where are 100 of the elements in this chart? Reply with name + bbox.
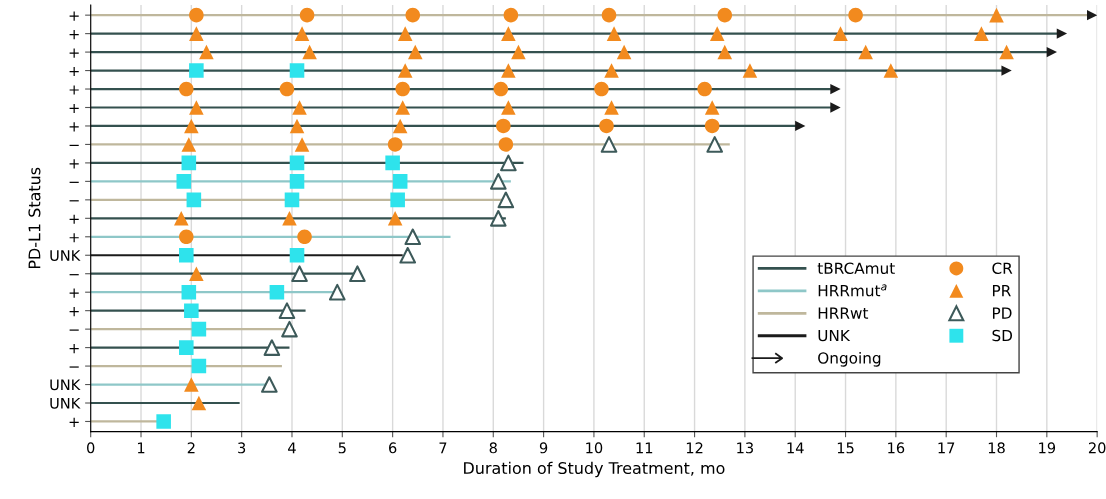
point — [349, 265, 366, 283]
y-tick-label: + — [69, 417, 79, 428]
point — [261, 376, 278, 393]
y-tick-label: − — [69, 274, 79, 276]
point — [278, 302, 296, 319]
point — [184, 118, 199, 134]
x-tick-label: 11 — [636, 442, 653, 454]
point — [181, 137, 197, 152]
point — [489, 209, 507, 227]
y-tick-label: − — [69, 329, 79, 331]
point — [717, 7, 733, 23]
point — [189, 26, 204, 41]
point — [156, 414, 171, 429]
point — [397, 26, 413, 41]
point — [1086, 10, 1098, 21]
point — [496, 118, 511, 134]
legend-label: PD — [992, 307, 1012, 319]
point — [493, 81, 509, 97]
point — [833, 26, 848, 41]
point — [404, 228, 422, 246]
y-tick-label: + — [69, 307, 79, 317]
point — [717, 44, 733, 60]
point — [500, 154, 517, 172]
bar — [90, 383, 267, 386]
point — [189, 100, 204, 115]
point — [395, 100, 410, 115]
x-tick-label: 6 — [389, 442, 397, 454]
point — [191, 395, 207, 411]
point — [697, 81, 712, 97]
point — [179, 229, 194, 245]
point — [269, 284, 285, 300]
y-tick-label: − — [69, 200, 79, 202]
y-tick-label: UNK — [50, 397, 81, 409]
legend-label: PR — [992, 285, 1011, 297]
point — [302, 44, 317, 60]
x-tick-label: 2 — [187, 442, 195, 454]
point — [1046, 46, 1058, 58]
x-tick-label: 17 — [938, 442, 955, 454]
point — [176, 174, 192, 189]
point — [407, 44, 423, 60]
point — [392, 118, 408, 134]
point — [600, 136, 618, 153]
point — [399, 246, 417, 264]
x-tick-label: 15 — [837, 442, 854, 454]
y-tick-label: + — [69, 159, 79, 169]
x-tick-label: 1 — [137, 442, 145, 454]
point — [883, 63, 899, 78]
point — [999, 44, 1014, 60]
point — [387, 137, 403, 152]
x-tick-label: 5 — [338, 442, 346, 454]
point — [830, 83, 841, 95]
point — [281, 320, 298, 338]
x-tick-label: 7 — [439, 442, 447, 454]
point — [292, 100, 307, 115]
y-tick-label: + — [69, 66, 79, 77]
y-tick-label: − — [69, 366, 79, 368]
x-tick-label: 18 — [988, 442, 1005, 454]
point — [392, 174, 408, 189]
bar — [90, 143, 730, 146]
x-tick-label: 13 — [737, 442, 753, 454]
point — [395, 81, 410, 97]
point — [604, 100, 619, 115]
y-tick-label: + — [69, 11, 79, 21]
y-tick-label: + — [69, 122, 79, 132]
point — [179, 247, 194, 263]
y-tick-label: + — [69, 85, 79, 95]
point — [848, 7, 863, 23]
point — [974, 26, 989, 41]
point — [1001, 65, 1012, 76]
point — [181, 284, 197, 300]
point — [189, 7, 204, 23]
point — [405, 7, 421, 23]
y-tick-label: + — [69, 344, 79, 354]
point — [742, 63, 758, 78]
legend-label: UNK — [818, 329, 851, 342]
y-tick-label: UNK — [50, 379, 81, 391]
y-tick-label: − — [69, 181, 79, 183]
legend-label: HRRmut$^{a}$ — [818, 284, 887, 297]
y-tick-label: + — [69, 30, 79, 40]
point — [385, 155, 400, 171]
legend-label: tBRCAmut — [817, 262, 895, 275]
x-tick-label: 16 — [888, 442, 905, 454]
point — [179, 81, 194, 97]
point — [501, 100, 516, 115]
point — [397, 63, 413, 78]
x-tick-label: 10 — [586, 442, 603, 454]
point — [704, 100, 720, 115]
point — [616, 44, 632, 60]
point — [191, 358, 207, 374]
point — [189, 266, 204, 281]
point — [289, 63, 305, 78]
point — [704, 118, 720, 134]
point — [706, 136, 724, 153]
y-tick-label: + — [69, 214, 79, 224]
point — [282, 211, 297, 226]
point — [284, 192, 300, 208]
legend-label: Ongoing — [818, 351, 881, 367]
x-axis-title: Duration of Study Treatment, mo — [464, 461, 725, 478]
point — [511, 44, 526, 60]
y-tick-label: + — [69, 288, 79, 298]
